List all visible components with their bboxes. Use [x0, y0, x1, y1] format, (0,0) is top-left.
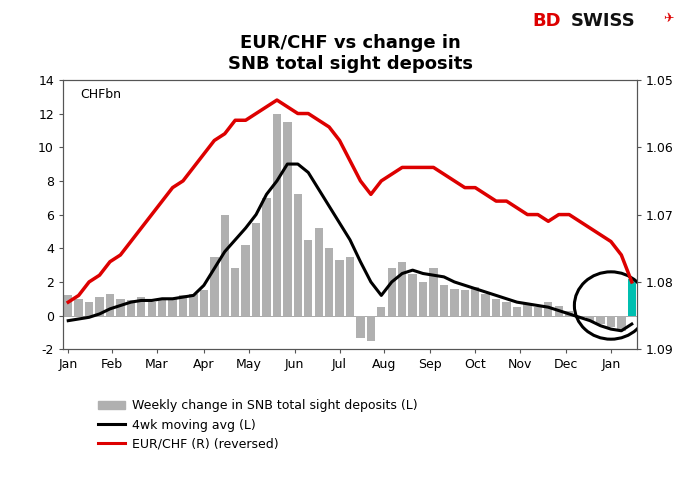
Bar	[419, 282, 427, 316]
Bar	[398, 262, 407, 316]
Bar	[607, 316, 615, 327]
Bar	[533, 307, 542, 316]
Bar	[628, 278, 636, 316]
Bar	[356, 316, 365, 337]
Bar	[335, 260, 344, 316]
Bar	[252, 223, 260, 316]
Text: BD: BD	[532, 12, 561, 30]
Bar	[314, 228, 323, 316]
Bar	[189, 294, 197, 316]
Bar	[158, 299, 167, 316]
Bar	[64, 295, 72, 316]
Text: SWISS: SWISS	[570, 12, 636, 30]
Bar	[596, 316, 605, 324]
Text: ✈: ✈	[663, 12, 673, 25]
Text: CHFbn: CHFbn	[80, 88, 121, 101]
Bar	[284, 122, 292, 316]
Bar	[74, 299, 83, 316]
Bar	[293, 195, 302, 316]
Bar	[388, 268, 396, 316]
Bar	[106, 294, 114, 316]
Bar	[85, 302, 93, 316]
Bar	[482, 294, 490, 316]
Legend: Weekly change in SNB total sight deposits (L), 4wk moving avg (L), EUR/CHF (R) (: Weekly change in SNB total sight deposit…	[98, 399, 417, 451]
Bar	[554, 305, 563, 316]
Bar	[565, 310, 573, 316]
Title: EUR/CHF vs change in
SNB total sight deposits: EUR/CHF vs change in SNB total sight dep…	[228, 34, 472, 73]
Bar	[471, 287, 480, 316]
Bar	[137, 297, 146, 316]
Bar	[367, 316, 375, 341]
Bar	[513, 307, 522, 316]
Bar	[617, 316, 626, 331]
Bar	[95, 297, 104, 316]
Bar	[450, 289, 459, 316]
Bar	[503, 302, 511, 316]
Bar	[178, 295, 187, 316]
Bar	[346, 256, 354, 316]
Bar	[408, 273, 416, 316]
Bar	[220, 215, 229, 316]
Bar	[199, 290, 208, 316]
Bar	[262, 198, 271, 316]
Bar	[127, 300, 135, 316]
Bar	[241, 245, 250, 316]
Bar	[169, 299, 177, 316]
Bar	[304, 240, 312, 316]
Bar	[325, 249, 333, 316]
Bar	[586, 316, 594, 321]
Bar	[429, 268, 438, 316]
Bar	[440, 285, 448, 316]
Bar	[492, 299, 500, 316]
Bar	[544, 302, 552, 316]
Bar	[231, 268, 239, 316]
Bar	[116, 299, 125, 316]
Bar	[523, 304, 531, 316]
Bar	[273, 114, 281, 316]
Bar	[461, 290, 469, 316]
Bar	[210, 256, 218, 316]
Bar	[148, 302, 156, 316]
Bar	[575, 316, 584, 317]
Bar	[377, 307, 386, 316]
